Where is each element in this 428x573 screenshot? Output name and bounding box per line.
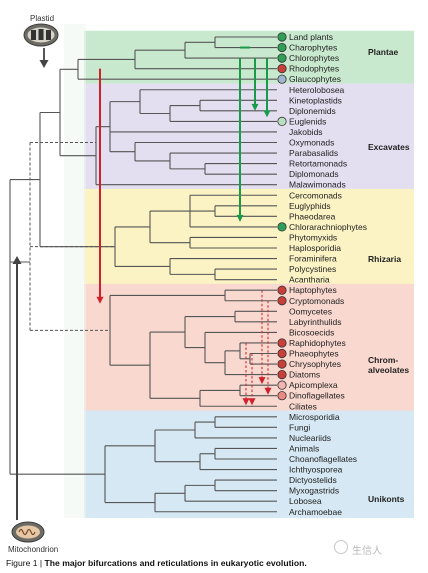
group-label-3: Chrom-alveolates (368, 355, 409, 375)
taxon-27: Labyrinthulids (289, 317, 341, 327)
taxon-0: Land plants (289, 32, 333, 42)
group-labels: Plantae Excavates Rhizaria Chrom-alveolates… (368, 47, 410, 504)
mitochondrion-icon (11, 521, 45, 543)
band-fade (64, 24, 86, 519)
marker-24 (277, 285, 287, 295)
taxon-36: Microsporidia (289, 412, 340, 422)
red-dashed-arrow-0-head (258, 377, 266, 385)
taxon-17: Phaeodarea (289, 211, 336, 221)
taxon-34: Dinoflagellates (289, 391, 345, 401)
red-dashed-arrow-1-head (264, 387, 272, 395)
taxon-4: Glaucophytes (289, 74, 341, 84)
taxon-43: Myxogastrids (289, 486, 339, 496)
taxon-22: Polycystines (289, 264, 336, 274)
red-dashed-arrow-2-head (242, 398, 250, 406)
taxon-33: Apicomplexa (289, 380, 338, 390)
marker-31 (277, 359, 287, 369)
group-label-4: Unikonts (368, 494, 405, 504)
taxon-35: Ciliates (289, 401, 317, 411)
taxon-11: Parabasalids (289, 148, 338, 158)
group-label-2: Rhizaria (368, 254, 401, 264)
taxon-7: Diplonemids (289, 106, 336, 116)
marker-3 (277, 64, 287, 74)
taxon-8: Euglenids (289, 116, 326, 126)
watermark: 生信人 (352, 546, 382, 557)
taxon-44: Lobosea (289, 496, 322, 506)
caption-title: The major bifurcations and reticulations… (44, 558, 307, 568)
group-label-1: Excavates (368, 142, 410, 152)
taxon-2: Chlorophytes (289, 53, 339, 63)
taxon-1: Charophytes (289, 43, 337, 53)
band-unikonts (84, 410, 414, 519)
mitochondrion-arrowhead (12, 256, 22, 264)
endosymbiosis-arrows (12, 46, 272, 520)
red-dashed-arrow-3-head (248, 398, 256, 406)
taxon-9: Jakobids (289, 127, 323, 137)
supergroup-bands (64, 24, 414, 519)
green-arrow-euglenids-a-head (251, 103, 259, 111)
taxon-28: Bicosoecids (289, 327, 334, 337)
plastid-icon (23, 23, 59, 47)
plastid-arrowhead (39, 60, 49, 68)
red-arrow-chromalveolates-head (96, 296, 104, 304)
taxon-6: Kinetoplastids (289, 95, 342, 105)
taxon-10: Oxymonads (289, 138, 334, 148)
marker-2 (277, 53, 287, 63)
taxon-13: Diplomonads (289, 169, 339, 179)
band-chromalveolates (84, 283, 414, 413)
marker-4 (277, 74, 287, 84)
band-excavates (84, 83, 414, 191)
taxon-21: Foraminifera (289, 254, 337, 264)
mitochondrion-label: Mitochondrion (8, 545, 58, 554)
taxon-3: Rhodophytes (289, 64, 339, 74)
marker-25 (277, 296, 287, 306)
phylogenetic-tree (9, 36, 277, 513)
taxon-37: Fungi (289, 422, 310, 432)
taxon-26: Oomycetes (289, 306, 332, 316)
plastid-markers (277, 32, 287, 401)
taxon-41: Ichthyosporea (289, 465, 343, 475)
taxon-19: Phytomyxids (289, 232, 337, 242)
taxon-23: Acantharia (289, 275, 330, 285)
group-label-0: Plantae (368, 47, 399, 57)
taxon-14: Malawimonads (289, 180, 346, 190)
marker-8 (277, 116, 287, 127)
taxon-12: Retortamonads (289, 159, 347, 169)
marker-1 (277, 42, 287, 53)
taxon-38: Nucleariids (289, 433, 331, 443)
marker-18 (277, 222, 287, 232)
taxon-31: Chrysophytes (289, 359, 341, 369)
taxon-labels: Land plantsCharophytesChlorophytesRhodop… (289, 32, 367, 517)
plastid-label: Plastid (30, 14, 54, 23)
caption-prefix: Figure 1 | (6, 558, 45, 568)
taxon-16: Euglyphids (289, 201, 331, 211)
watermark-logo-icon (334, 540, 348, 554)
taxon-20: Haplosporidia (289, 243, 341, 253)
marker-32 (277, 369, 287, 380)
green-arrow-euglenids-head (263, 110, 271, 118)
taxon-40: Choanoflagellates (289, 454, 357, 464)
taxon-32: Diatoms (289, 370, 320, 380)
taxon-18: Chlorarachniophytes (289, 222, 367, 232)
figure-caption: Figure 1 | The major bifurcations and re… (6, 558, 426, 568)
marker-33 (277, 380, 287, 390)
taxon-42: Dictyostelids (289, 475, 337, 485)
marker-29 (277, 338, 287, 348)
taxon-25: Cryptomonads (289, 296, 344, 306)
taxon-24: Haptophytes (289, 285, 337, 295)
taxon-39: Animals (289, 443, 319, 453)
taxon-5: Heterolobosea (289, 85, 345, 95)
taxon-45: Archamoebae (289, 507, 342, 517)
green-arrow-chlorarachniophytes-head (236, 214, 244, 222)
taxon-29: Raphidophytes (289, 338, 346, 348)
taxon-15: Cercomonads (289, 190, 342, 200)
taxon-30: Phaeophytes (289, 349, 339, 359)
marker-30 (277, 348, 287, 359)
marker-34 (277, 391, 287, 401)
marker-0 (277, 32, 287, 42)
